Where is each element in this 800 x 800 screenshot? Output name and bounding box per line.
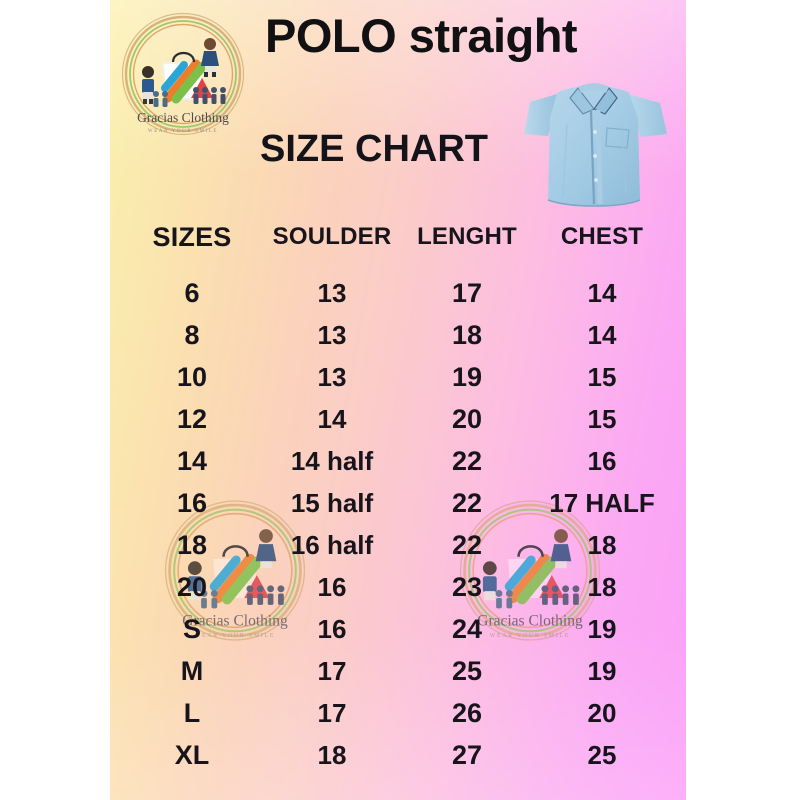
size-chart-table: SIZES SOULDER LENGHT CHEST 6 13 17 14 8 … — [110, 215, 686, 800]
column-header-sizes: SIZES — [152, 221, 232, 252]
cell-chest: 15 — [587, 361, 617, 392]
cell-soulder: 17 — [317, 697, 347, 728]
cell-soulder: 13 — [317, 361, 347, 392]
cell-size: 8 — [184, 319, 200, 350]
page-subtitle: SIZE CHART — [260, 128, 488, 170]
cell-soulder: 13 — [317, 319, 347, 350]
cell-soulder: 13 — [317, 277, 347, 308]
cell-soulder: 15 half — [290, 487, 374, 518]
table-row: 16 15 half 22 17 HALF — [110, 482, 686, 524]
cell-size: 6 — [184, 277, 200, 308]
cell-lenght: 22 — [451, 529, 483, 560]
table-row: 10 13 19 15 — [110, 356, 686, 398]
column-header-lenght: LENGHT — [417, 223, 517, 250]
size-chart-poster: Gracias Clothing WEAR YOUR SMILE — [110, 0, 686, 800]
cell-size: 14 — [176, 445, 208, 476]
cell-lenght: 24 — [451, 613, 483, 644]
cell-size: 10 — [176, 361, 208, 392]
cell-chest: 17 HALF — [549, 487, 655, 518]
column-header-chest: CHEST — [560, 223, 644, 250]
cell-lenght: 22 — [451, 445, 483, 476]
svg-text:WEAR YOUR SMILE: WEAR YOUR SMILE — [148, 129, 218, 134]
table-row: M 17 25 19 — [110, 650, 686, 692]
table-header-row: SIZES SOULDER LENGHT CHEST — [110, 215, 686, 259]
cell-lenght: 26 — [451, 697, 483, 728]
cell-lenght: 22 — [451, 487, 483, 518]
column-header-soulder: SOULDER — [272, 223, 392, 250]
cell-size: 12 — [176, 403, 208, 434]
cell-lenght: 20 — [451, 403, 483, 434]
cell-soulder: 14 half — [290, 445, 374, 476]
table-row: S 16 24 19 — [110, 608, 686, 650]
page-title: POLO straight — [265, 9, 578, 62]
polo-shirt-image — [510, 72, 685, 220]
cell-lenght: 17 — [451, 277, 483, 308]
cell-chest: 19 — [587, 613, 617, 644]
table-row: 18 16 half 22 18 — [110, 524, 686, 566]
svg-text:Gracias Clothing: Gracias Clothing — [137, 110, 229, 125]
table-row: 6 13 17 14 — [110, 272, 686, 314]
cell-size: S — [182, 613, 201, 644]
cell-soulder: 14 — [317, 403, 347, 434]
cell-chest: 18 — [587, 571, 617, 602]
cell-size: L — [183, 697, 201, 728]
cell-chest: 16 — [587, 445, 617, 476]
brand-logo-badge: Gracias Clothing WEAR YOUR SMILE — [118, 10, 248, 145]
cell-soulder: 16 — [317, 571, 347, 602]
cell-soulder: 16 half — [290, 529, 374, 560]
cell-chest: 14 — [587, 277, 617, 308]
table-row: 8 13 18 14 — [110, 314, 686, 356]
cell-lenght: 19 — [451, 361, 483, 392]
table-row: XL 18 27 25 — [110, 734, 686, 776]
cell-chest: 14 — [587, 319, 617, 350]
cell-soulder: 18 — [317, 739, 347, 770]
cell-lenght: 18 — [451, 319, 483, 350]
cell-chest: 19 — [587, 655, 617, 686]
cell-size: M — [180, 655, 204, 686]
table-row: 20 16 23 18 — [110, 566, 686, 608]
cell-chest: 18 — [587, 529, 617, 560]
cell-chest: 15 — [587, 403, 617, 434]
cell-lenght: 27 — [451, 739, 483, 770]
cell-chest: 20 — [587, 697, 617, 728]
cell-size: 20 — [176, 571, 208, 602]
cell-soulder: 16 — [317, 613, 347, 644]
table-row: L 17 26 20 — [110, 692, 686, 734]
cell-size: 16 — [176, 487, 208, 518]
table-row: 12 14 20 15 — [110, 398, 686, 440]
cell-soulder: 17 — [317, 655, 347, 686]
cell-lenght: 23 — [451, 571, 483, 602]
cell-lenght: 25 — [451, 655, 483, 686]
cell-chest: 25 — [587, 739, 617, 770]
cell-size: 18 — [176, 529, 208, 560]
table-row: 14 14 half 22 16 — [110, 440, 686, 482]
cell-size: XL — [174, 739, 210, 770]
